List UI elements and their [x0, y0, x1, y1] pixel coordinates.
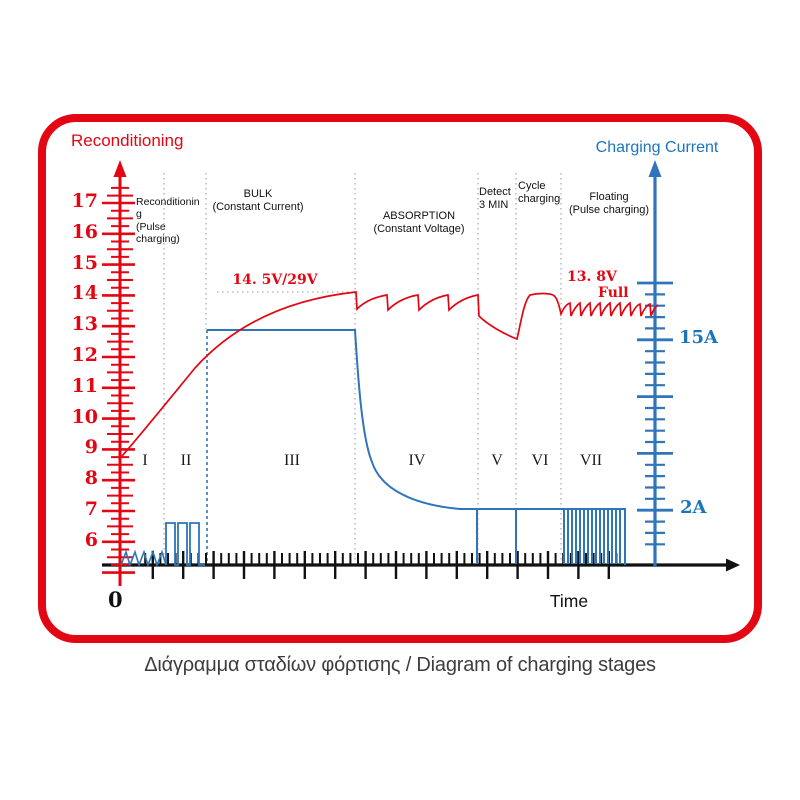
stage-numeral-5: V — [491, 452, 503, 469]
voltage-tick-12: 12 — [71, 344, 98, 366]
current-stage-drop-lines — [476, 509, 517, 564]
current-axis-major-ticks — [637, 281, 673, 512]
stage-numeral-2: II — [180, 452, 192, 469]
voltage-tick-15: 15 — [71, 252, 98, 274]
current-main-curve — [207, 329, 626, 565]
current-label-15a: 15A — [679, 327, 719, 348]
voltage-axis-arrow — [113, 160, 127, 177]
right-axis-title: Charging Current — [595, 139, 719, 156]
diagram-frame — [38, 114, 762, 643]
stage-label-floating: Floating (Pulse charging) — [568, 191, 650, 216]
stage-numeral-7: VII — [579, 452, 603, 469]
stage-numeral-1: I — [142, 452, 148, 469]
bulk-voltage-annotation: 14. 5V/29V — [232, 272, 318, 288]
voltage-tick-16: 16 — [71, 221, 98, 243]
current-pulse-comb — [563, 510, 621, 564]
float-voltage-annotation: 13. 8V — [567, 269, 617, 285]
voltage-tick-7: 7 — [84, 498, 98, 520]
stage-numeral-4: IV — [408, 452, 426, 469]
stage-label-cycle: Cycle charging — [518, 180, 561, 205]
stage-numeral-6: VI — [531, 452, 549, 469]
voltage-tick-14: 14 — [71, 282, 98, 304]
stage-label-reconditioning: Reconditionin g (Pulse charging) — [136, 196, 200, 246]
current-label-2a: 2A — [680, 497, 707, 518]
x-axis-major-ticks — [151, 551, 610, 579]
voltage-tick-13: 13 — [71, 313, 98, 335]
x-axis-arrow — [726, 558, 740, 572]
voltage-tick-10: 10 — [71, 406, 98, 428]
origin-label: 0 — [108, 587, 123, 612]
full-annotation: Full — [598, 285, 629, 301]
stage-separator-lines — [163, 173, 562, 560]
voltage-axis-major-ticks — [102, 201, 135, 574]
voltage-tick-6: 6 — [84, 529, 98, 551]
time-axis-label: Time — [549, 591, 589, 611]
stage-numeral-3: III — [284, 452, 300, 469]
current-square-pulses — [165, 522, 205, 566]
current-reconditioning-zigzag — [120, 549, 167, 568]
stage-label-absorption: ABSORPTION (Constant Voltage) — [373, 210, 465, 235]
voltage-tick-9: 9 — [84, 436, 98, 458]
stage-label-bulk: BULK (Constant Current) — [212, 188, 304, 213]
voltage-tick-11: 11 — [71, 375, 98, 397]
voltage-axis-minor-ticks — [107, 186, 133, 566]
current-axis-arrow — [648, 160, 662, 177]
voltage-tick-17: 17 — [71, 190, 98, 212]
voltage-tick-8: 8 — [84, 467, 98, 489]
caption: Διάγραμμα σταδίων φόρτισης / Diagram of … — [144, 654, 656, 676]
voltage-curve — [121, 291, 659, 457]
current-axis-minor-ticks — [645, 293, 665, 546]
stage-label-detect: Detect 3 MIN — [479, 186, 511, 211]
left-axis-title: Reconditioning — [71, 131, 184, 150]
